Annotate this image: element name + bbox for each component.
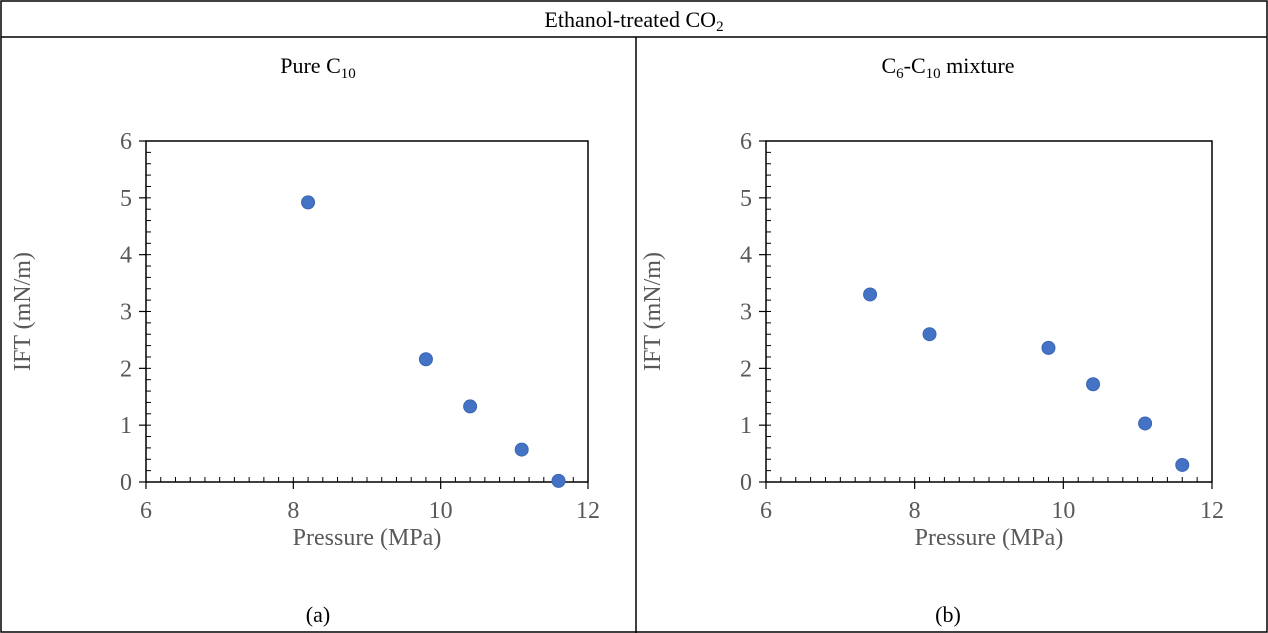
data-point [1175,457,1190,472]
header-title: Ethanol-treated CO2 [544,7,723,35]
data-point [922,327,937,342]
data-point [1041,340,1056,355]
header-title-subscript: 2 [716,19,724,35]
y-tick-label: 2 [740,356,752,382]
y-tick-label: 5 [120,186,132,212]
x-tick-label: 12 [1200,498,1224,524]
panel-b-title-c: C [881,53,896,78]
data-point [551,473,566,488]
y-tick-label: 3 [120,300,132,326]
y-tick-label: 6 [740,129,752,155]
panel-a-title: Pure C10 [280,53,356,82]
y-tick-label: 1 [120,413,132,439]
x-tick-label: 10 [429,498,453,524]
x-axis-title: Pressure (MPa) [293,525,442,551]
plot-area-border [145,140,589,483]
header-title-main: Ethanol-treated CO [544,7,716,32]
data-point [514,442,529,457]
x-tick-label: 12 [576,498,600,524]
data-point [863,287,878,302]
panel-a-caption: (a) [306,602,330,627]
data-point [1086,377,1101,392]
x-tick-label: 6 [140,498,152,524]
data-point [1138,416,1153,431]
x-axis-title: Pressure (MPa) [915,525,1064,551]
panel-b-title-rest: mixture [941,53,1015,78]
y-tick-label: 6 [120,129,132,155]
y-tick-label: 0 [120,470,132,496]
x-tick-label: 8 [287,498,299,524]
y-tick-label: 5 [740,186,752,212]
y-tick-label: 3 [740,300,752,326]
y-tick-label: 0 [740,470,752,496]
x-tick-label: 6 [760,498,772,524]
panel-b-caption: (b) [935,602,961,627]
panel-a: Pure C10 (a) [280,53,356,627]
y-axis-title: IFT (mN/m) [640,252,666,371]
y-tick-label: 1 [740,413,752,439]
data-point [301,195,316,210]
y-axis-title: IFT (mN/m) [10,252,36,371]
panel-a-title-main: Pure C [280,53,341,78]
x-tick-label: 10 [1051,498,1075,524]
data-point [418,352,433,367]
y-tick-label: 2 [120,356,132,382]
y-tick-label: 4 [120,243,132,269]
panel-b-title: C6-C10 mixture [881,53,1014,82]
panel-b-title-subscript-2: 10 [926,66,941,82]
panel-b-title-dash-c: -C [904,53,926,78]
panel-b-title-subscript-1: 6 [896,66,904,82]
x-tick-label: 8 [909,498,921,524]
panel-a-title-subscript: 10 [341,66,356,82]
data-point [463,399,478,414]
y-tick-label: 4 [740,243,752,269]
plot-area-border [765,140,1213,483]
panel-b: C6-C10 mixture (b) [881,53,1014,627]
